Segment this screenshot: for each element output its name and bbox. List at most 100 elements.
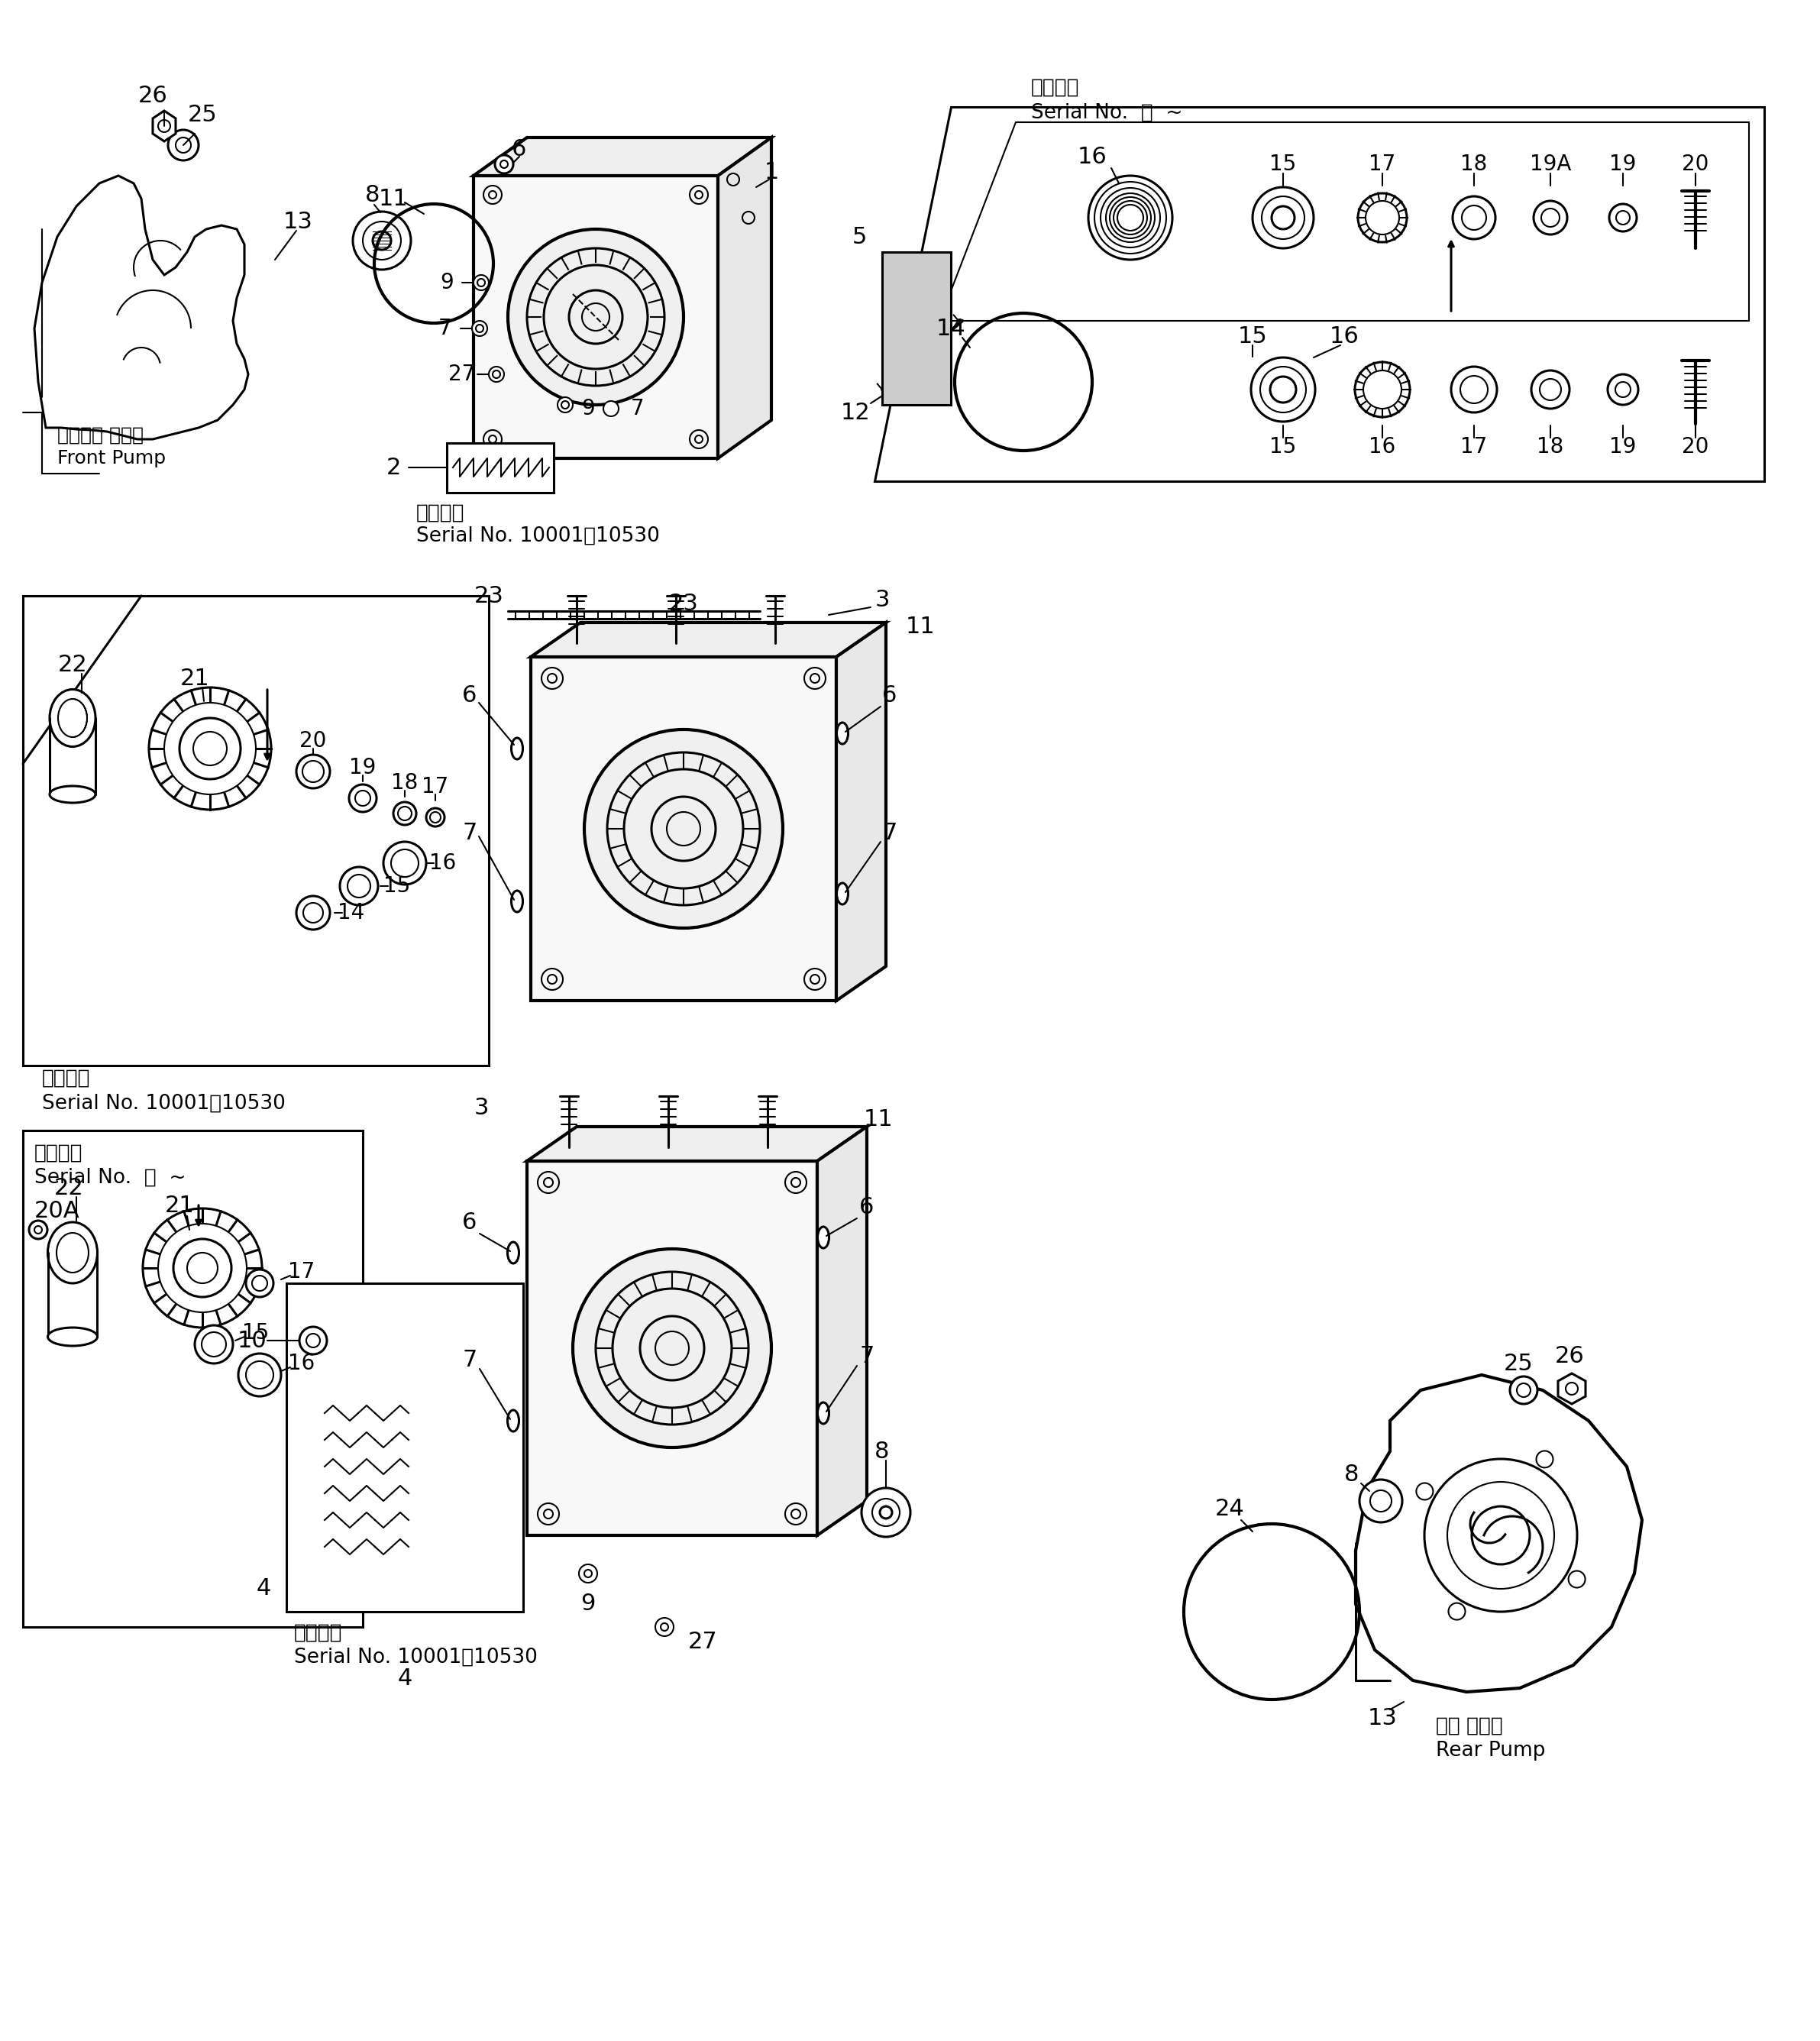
Text: 6: 6 bbox=[883, 684, 897, 706]
Circle shape bbox=[177, 137, 191, 153]
Circle shape bbox=[1511, 1376, 1538, 1404]
Circle shape bbox=[810, 674, 819, 684]
Polygon shape bbox=[24, 1131, 362, 1627]
Text: 14: 14 bbox=[935, 318, 966, 339]
Circle shape bbox=[195, 1325, 233, 1363]
Text: リヤ ポンプ: リヤ ポンプ bbox=[1436, 1716, 1503, 1737]
Text: 16: 16 bbox=[1077, 145, 1107, 167]
Text: 15: 15 bbox=[1238, 325, 1267, 347]
Circle shape bbox=[1101, 188, 1159, 247]
Text: 18: 18 bbox=[1536, 437, 1563, 457]
Circle shape bbox=[579, 1563, 597, 1582]
Polygon shape bbox=[883, 253, 950, 404]
Ellipse shape bbox=[511, 739, 522, 759]
Circle shape bbox=[426, 808, 444, 827]
Text: 9: 9 bbox=[440, 271, 453, 294]
Text: 4: 4 bbox=[257, 1578, 271, 1600]
Text: 27: 27 bbox=[688, 1631, 717, 1653]
Ellipse shape bbox=[508, 1410, 519, 1431]
Circle shape bbox=[861, 1488, 910, 1537]
Text: 7: 7 bbox=[462, 1349, 477, 1372]
Ellipse shape bbox=[47, 1223, 98, 1284]
Circle shape bbox=[393, 802, 417, 825]
Text: 7: 7 bbox=[632, 398, 644, 418]
Polygon shape bbox=[446, 443, 553, 492]
Text: 24: 24 bbox=[1214, 1498, 1245, 1521]
Circle shape bbox=[1110, 198, 1150, 239]
Circle shape bbox=[1451, 367, 1496, 412]
Text: 3: 3 bbox=[875, 588, 890, 610]
Circle shape bbox=[508, 229, 684, 404]
Text: 17: 17 bbox=[422, 776, 450, 798]
Text: 15: 15 bbox=[384, 876, 411, 896]
Circle shape bbox=[384, 841, 426, 884]
Circle shape bbox=[1425, 1459, 1578, 1612]
Circle shape bbox=[548, 976, 557, 984]
Text: 19: 19 bbox=[349, 757, 377, 778]
Text: 4: 4 bbox=[397, 1667, 411, 1690]
Circle shape bbox=[544, 1178, 553, 1188]
Circle shape bbox=[1452, 196, 1496, 239]
Polygon shape bbox=[1558, 1374, 1585, 1404]
Polygon shape bbox=[473, 176, 717, 459]
Polygon shape bbox=[939, 122, 1749, 320]
Circle shape bbox=[297, 896, 329, 929]
Text: 6: 6 bbox=[462, 1210, 477, 1233]
Circle shape bbox=[810, 976, 819, 984]
Circle shape bbox=[1534, 200, 1567, 235]
Polygon shape bbox=[717, 137, 772, 459]
Circle shape bbox=[695, 435, 703, 443]
Text: 適用号機: 適用号機 bbox=[1032, 78, 1079, 98]
Text: 13: 13 bbox=[1367, 1708, 1398, 1729]
Text: 1: 1 bbox=[764, 161, 779, 184]
Text: 19A: 19A bbox=[1529, 153, 1571, 176]
Circle shape bbox=[655, 1619, 673, 1637]
Circle shape bbox=[1607, 374, 1638, 404]
Text: 20A: 20A bbox=[35, 1200, 80, 1223]
Polygon shape bbox=[528, 1127, 866, 1161]
Circle shape bbox=[353, 212, 411, 269]
Text: 20: 20 bbox=[1682, 437, 1709, 457]
Text: Serial No. 10001～10530: Serial No. 10001～10530 bbox=[42, 1094, 286, 1114]
Circle shape bbox=[29, 1221, 47, 1239]
Circle shape bbox=[1358, 194, 1407, 243]
Text: 11: 11 bbox=[906, 614, 935, 637]
Text: 8: 8 bbox=[875, 1441, 890, 1463]
Circle shape bbox=[495, 155, 513, 173]
Polygon shape bbox=[531, 623, 886, 657]
Text: 6: 6 bbox=[859, 1196, 874, 1218]
Text: 17: 17 bbox=[288, 1261, 315, 1282]
Text: 23: 23 bbox=[668, 592, 699, 614]
Polygon shape bbox=[1356, 1376, 1642, 1692]
Text: 10: 10 bbox=[237, 1329, 268, 1351]
Circle shape bbox=[544, 1510, 553, 1519]
Circle shape bbox=[349, 784, 377, 812]
Circle shape bbox=[490, 192, 497, 198]
Ellipse shape bbox=[49, 786, 95, 802]
Text: 8: 8 bbox=[1345, 1463, 1360, 1486]
Circle shape bbox=[792, 1510, 801, 1519]
Circle shape bbox=[1252, 188, 1314, 249]
Text: 22: 22 bbox=[58, 653, 87, 676]
Circle shape bbox=[792, 1178, 801, 1188]
Text: 7: 7 bbox=[462, 823, 477, 843]
Text: 6: 6 bbox=[462, 684, 477, 706]
Circle shape bbox=[1449, 1602, 1465, 1621]
Circle shape bbox=[340, 867, 379, 904]
Text: 11: 11 bbox=[863, 1108, 894, 1131]
Polygon shape bbox=[874, 106, 1764, 482]
Polygon shape bbox=[531, 657, 837, 1000]
Circle shape bbox=[695, 192, 703, 198]
Ellipse shape bbox=[817, 1227, 830, 1249]
Text: 18: 18 bbox=[1461, 153, 1487, 176]
Text: 適用号機: 適用号機 bbox=[42, 1069, 91, 1088]
Text: 17: 17 bbox=[1461, 437, 1487, 457]
Text: 23: 23 bbox=[473, 584, 504, 606]
Text: 6: 6 bbox=[511, 139, 526, 159]
Circle shape bbox=[297, 755, 329, 788]
Circle shape bbox=[1609, 204, 1636, 231]
Text: Serial No. 10001～10530: Serial No. 10001～10530 bbox=[417, 527, 661, 547]
Circle shape bbox=[490, 367, 504, 382]
Text: 12: 12 bbox=[841, 402, 870, 425]
Text: 25: 25 bbox=[187, 104, 217, 127]
